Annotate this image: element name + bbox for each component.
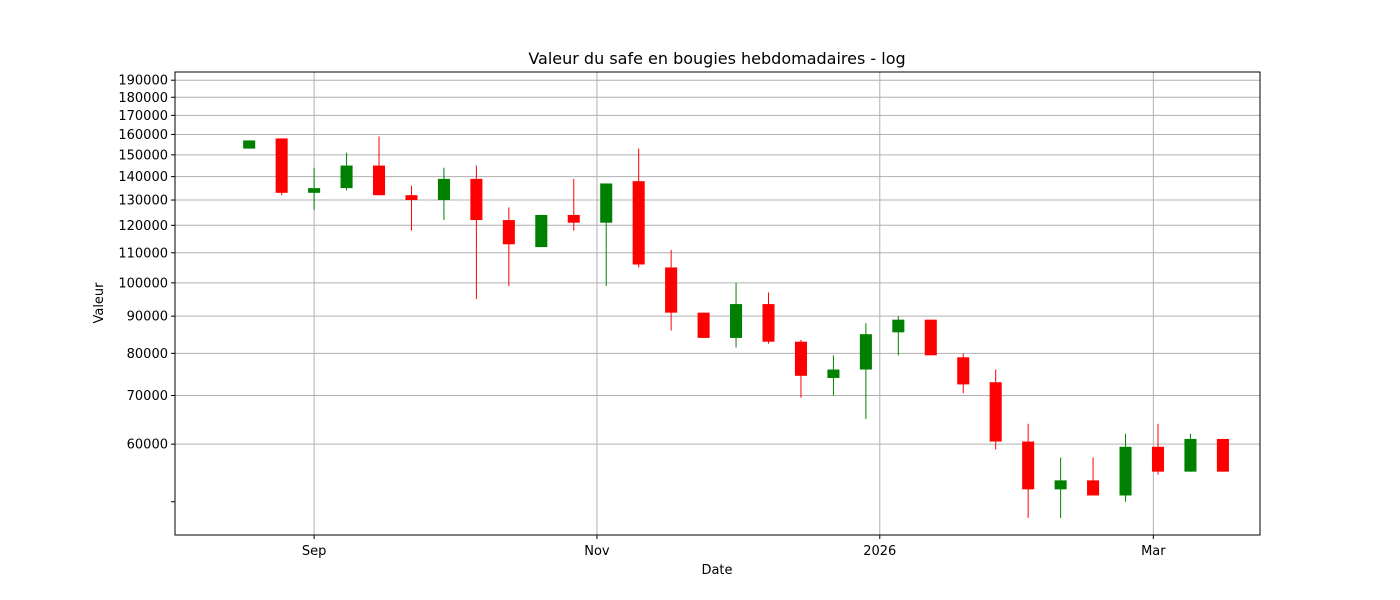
y-tick-label: 120000 <box>118 219 168 234</box>
candle <box>730 282 743 348</box>
candle <box>762 292 775 344</box>
candle-body <box>405 195 418 201</box>
y-tick-label: 80000 <box>127 347 168 362</box>
y-tick-label: 60000 <box>127 438 168 453</box>
y-tick-label: 170000 <box>118 109 168 124</box>
candle-body <box>827 369 840 378</box>
y-tick-label: 100000 <box>118 276 168 291</box>
candle <box>502 207 515 287</box>
candle <box>437 167 450 221</box>
y-tick-label: 150000 <box>118 148 168 163</box>
candle-body <box>794 341 807 376</box>
y-tick-label: 160000 <box>118 128 168 143</box>
candle <box>827 355 840 396</box>
candle-body <box>535 214 548 248</box>
candle-body <box>1087 480 1100 496</box>
y-tick-label: 110000 <box>118 246 168 261</box>
candle-body <box>697 312 710 338</box>
candle <box>470 165 483 300</box>
candle <box>989 369 1002 450</box>
candle-body <box>437 178 450 201</box>
candle <box>275 138 288 196</box>
candle-body <box>730 304 743 338</box>
candle-body <box>1216 438 1229 472</box>
y-tick-label: 190000 <box>118 74 168 89</box>
grid-lines <box>175 72 1260 535</box>
candle <box>600 183 613 287</box>
x-tick-label: Mar <box>1141 544 1166 559</box>
candle-body <box>1119 446 1132 496</box>
candle <box>1151 423 1165 475</box>
candle <box>535 214 548 248</box>
candle-body <box>340 165 353 189</box>
candle <box>924 319 937 356</box>
y-axis: 60000 70000 80000 90000 100000 110000 120000 13… <box>118 74 175 503</box>
candle <box>1216 438 1229 472</box>
candle-body <box>632 181 645 265</box>
candle-body <box>859 334 872 370</box>
candle-body <box>989 382 1002 442</box>
candle <box>1022 423 1035 518</box>
candle-body <box>1184 438 1197 472</box>
y-tick-label: 140000 <box>118 170 168 185</box>
x-tick-label: Nov <box>584 544 610 559</box>
candle <box>892 316 905 356</box>
x-tick-label: Sep <box>302 544 327 559</box>
x-axis: Sep Nov 2026 Mar <box>302 535 1166 559</box>
candle-body <box>924 319 937 356</box>
candle <box>859 323 872 419</box>
candle-body <box>502 220 515 245</box>
candle-body <box>243 140 256 149</box>
candle <box>340 152 353 191</box>
plot-area-frame <box>174 71 1261 536</box>
y-tick-label: 130000 <box>118 194 168 209</box>
candle-body <box>1022 441 1035 490</box>
candle-body <box>567 214 580 223</box>
x-tick-label: 2026 <box>863 544 896 559</box>
candle-body <box>308 188 321 193</box>
candle-body <box>762 304 775 342</box>
x-axis-title: Date <box>701 563 732 578</box>
candle <box>957 353 970 394</box>
candle-body <box>665 267 678 313</box>
candle <box>567 178 580 231</box>
y-tick-label: 70000 <box>127 389 168 404</box>
candle <box>1054 457 1067 518</box>
candle <box>794 339 807 398</box>
candle <box>405 185 418 231</box>
candle-body <box>1054 480 1067 490</box>
candle <box>1119 433 1132 502</box>
candle <box>665 249 678 331</box>
y-tick-label: 180000 <box>118 91 168 106</box>
candle-body <box>470 178 483 221</box>
candle <box>372 136 386 196</box>
candle-body <box>957 357 970 385</box>
candle-body <box>1151 446 1165 472</box>
candle-body <box>600 183 613 223</box>
candle-body <box>892 319 905 333</box>
candle-body <box>275 138 288 193</box>
candles <box>243 136 1229 518</box>
candle <box>243 140 256 149</box>
candle <box>1087 457 1100 496</box>
candle-body <box>372 165 386 196</box>
candle <box>308 167 321 210</box>
chart-title: Valeur du safe en bougies hebdomadaires … <box>528 49 905 68</box>
candle <box>632 148 645 268</box>
y-axis-title: Valeur <box>92 282 107 324</box>
candle <box>1184 433 1197 472</box>
candle <box>697 312 710 338</box>
y-tick-label: 90000 <box>127 310 168 325</box>
